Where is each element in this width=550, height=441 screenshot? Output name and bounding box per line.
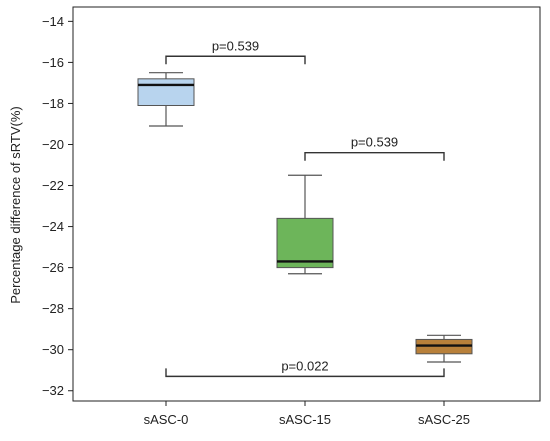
box-sASC-25 <box>415 334 473 363</box>
x-axis: sASC-0 sASC-15 sASC-25 <box>144 401 470 427</box>
box-iqr <box>137 78 195 106</box>
significance-annotations: p=0.539 p=0.539 p=0.022 <box>165 38 445 378</box>
y-axis: −14 −16 −18 −20 −22 −24 −26 −28 −30 −32 <box>42 14 73 398</box>
box-sASC-15 <box>276 174 334 275</box>
y-tick-label-2: −18 <box>42 96 64 111</box>
boxes <box>137 72 473 363</box>
y-tick-label-0: −14 <box>42 14 64 29</box>
y-axis-title: Percentage difference of sRTV(%) <box>8 106 23 304</box>
annotation-bracket <box>165 368 445 378</box>
annotation-bracket <box>165 55 306 65</box>
y-tick-label-7: −28 <box>42 301 64 316</box>
y-tick-label-3: −20 <box>42 137 64 152</box>
annotation-2: p=0.022 <box>165 358 445 378</box>
x-tick-label-1: sASC-15 <box>279 412 331 427</box>
box-sASC-0 <box>137 72 195 127</box>
x-tick-label-2: sASC-25 <box>418 412 470 427</box>
x-tick-label-0: sASC-0 <box>144 412 189 427</box>
plot-frame <box>72 6 541 402</box>
y-tick-label-5: −24 <box>42 219 64 234</box>
annotation-bracket <box>304 151 445 161</box>
annotation-1: p=0.539 <box>304 135 445 161</box>
box-iqr <box>276 217 334 269</box>
y-tick-label-6: −26 <box>42 260 64 275</box>
y-tick-label-1: −16 <box>42 55 64 70</box>
annotation-label: p=0.539 <box>351 135 398 150</box>
y-tick-label-9: −32 <box>42 383 64 398</box>
annotation-label: p=0.022 <box>281 358 328 373</box>
annotation-label: p=0.539 <box>212 38 259 53</box>
annotation-0: p=0.539 <box>165 38 306 65</box>
y-tick-label-8: −30 <box>42 342 64 357</box>
y-tick-label-4: −22 <box>42 178 64 193</box>
